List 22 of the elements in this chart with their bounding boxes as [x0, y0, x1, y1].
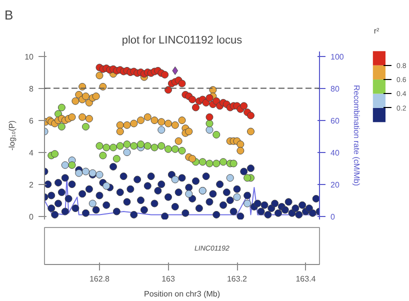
y-axis-title: -log₁₀(P) — [8, 120, 17, 151]
y-tick-label: 0 — [29, 212, 34, 222]
y2-tick-label: 100 — [330, 52, 344, 62]
y2-tick-label: 20 — [330, 180, 340, 190]
y-tick-label: 8 — [29, 84, 34, 94]
x-tick-label: 163.4 — [296, 274, 316, 284]
x-tick-label: 163.2 — [226, 274, 248, 284]
color-bar-title: r² — [374, 26, 380, 36]
text: B — [4, 8, 14, 22]
chart-title: plot for LINC01192 locus — [122, 34, 243, 46]
y2-tick-label: 80 — [330, 84, 340, 94]
y2-tick-label: 40 — [330, 148, 340, 158]
y-tick-label: 10 — [24, 52, 34, 62]
y-tick-label: 4 — [29, 148, 34, 158]
y2-axis-title: Recombination rate (cM/Mb) — [352, 85, 361, 186]
x-tick-label: 163 — [162, 274, 176, 284]
y2-tick-label: 60 — [330, 116, 340, 126]
y-tick-label: 6 — [29, 116, 34, 126]
y-tick-label: 2 — [29, 180, 34, 190]
x-tick-label: 162.8 — [89, 274, 110, 284]
x-axis-title: Position on chr3 (Mb) — [144, 290, 220, 298]
y2-tick-label: 0 — [330, 212, 336, 222]
